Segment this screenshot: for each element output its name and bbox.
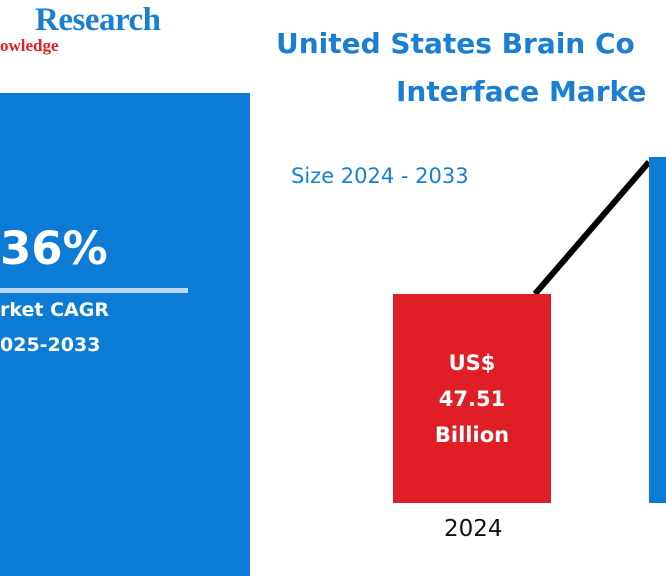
logo-wordmark: Research: [35, 2, 161, 38]
bar-currency: US$: [448, 350, 496, 375]
bar-2024: US$ 47.51 Billion: [393, 294, 551, 503]
cagr-value: 36%: [0, 222, 108, 275]
cagr-divider: [0, 288, 188, 293]
bar-unit: Billion: [434, 422, 510, 447]
cagr-period: 025-2033: [0, 334, 101, 356]
page-title: United States Brain Co Interface Marke: [276, 20, 666, 116]
title-line-1: United States Brain Co: [276, 27, 635, 60]
bar-2024-value-label: US$ 47.51 Billion: [435, 345, 509, 453]
bar-2033: [649, 157, 666, 503]
logo-tagline: owledge: [0, 36, 59, 55]
chart-subtitle: Size 2024 - 2033: [291, 164, 469, 188]
cagr-panel: [0, 93, 250, 576]
bar-amount: 47.51: [438, 386, 506, 411]
title-line-2: Interface Marke: [396, 75, 647, 108]
x-axis-label-2024: 2024: [444, 516, 503, 542]
cagr-label: rket CAGR: [0, 299, 109, 321]
